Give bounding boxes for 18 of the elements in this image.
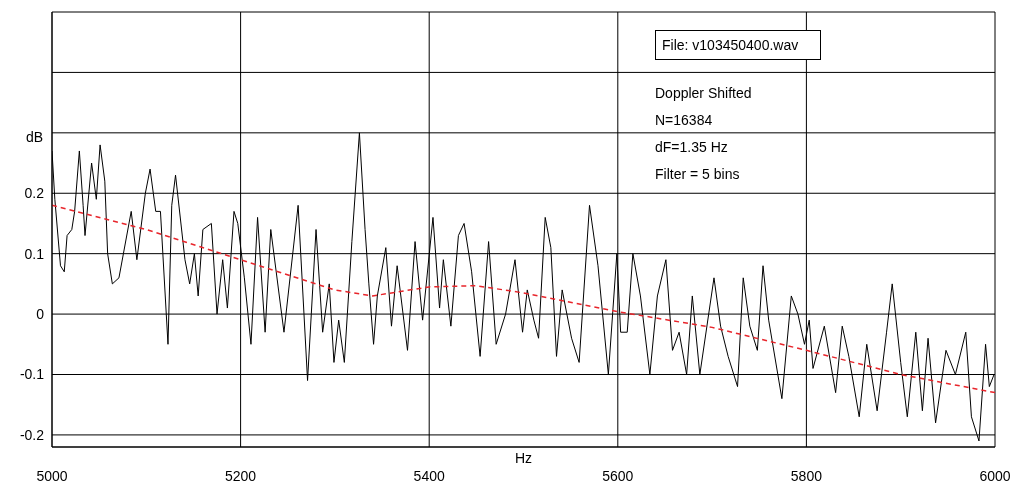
annotation: Filter = 5 bins — [655, 165, 741, 184]
x-tick-label: 5000 — [36, 467, 68, 484]
x-axis-title: Hz — [514, 449, 533, 466]
annotation: dF=1.35 Hz — [655, 138, 729, 157]
x-tick-label: 5800 — [790, 467, 823, 484]
x-tick-label: 6000 — [979, 467, 1011, 484]
y-tick-label: 0 — [36, 306, 45, 323]
x-tick-label: 5600 — [602, 467, 634, 484]
y-tick-label: 0.1 — [24, 245, 45, 262]
annotation: N=16384 — [655, 111, 714, 130]
x-tick-label: 5200 — [225, 467, 257, 484]
annotation: Doppler Shifted — [655, 84, 752, 103]
annotation: File: v103450400.wav — [655, 30, 821, 60]
x-tick-label: 5400 — [413, 467, 445, 484]
y-axis-title: dB — [26, 128, 44, 145]
y-tick-label: -0.2 — [19, 426, 45, 443]
y-tick-label: 0.2 — [24, 185, 45, 202]
y-tick-label: -0.1 — [19, 366, 45, 383]
